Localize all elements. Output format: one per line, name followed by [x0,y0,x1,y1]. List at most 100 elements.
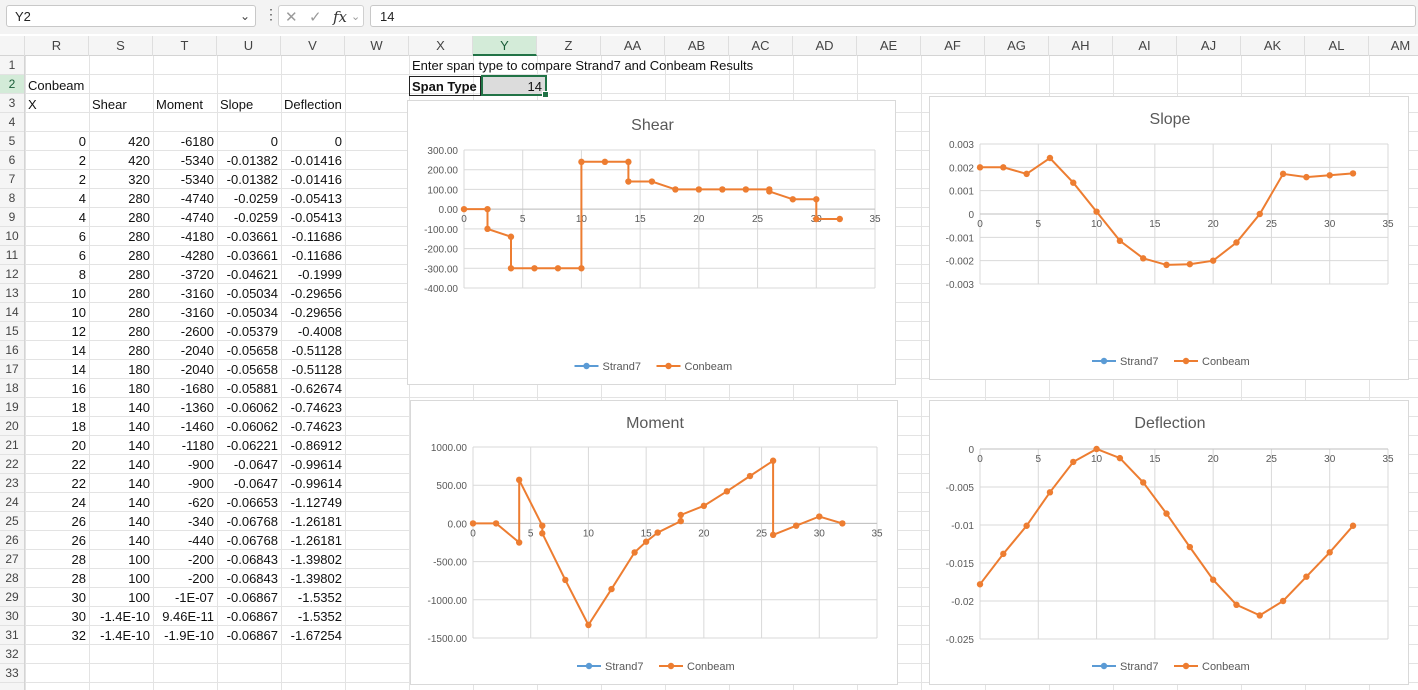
row-header[interactable]: 12 [0,265,24,284]
cell-slope[interactable]: -0.05034 [226,305,278,320]
cell-deflection[interactable]: -0.05413 [290,191,342,206]
cell-deflection[interactable]: -1.39802 [290,571,342,586]
column-header[interactable]: AG [985,36,1049,56]
row-header[interactable]: 17 [0,360,24,379]
cell-slope[interactable]: -0.06867 [226,590,278,605]
cell-shear[interactable]: 420 [128,153,150,168]
cell-deflection[interactable]: -0.4008 [297,324,342,339]
cell-moment[interactable]: -4180 [180,229,214,244]
cell-slope[interactable]: -0.03661 [226,248,278,263]
cell-moment[interactable]: -1E-07 [174,590,214,605]
cell-moment[interactable]: -2040 [180,362,214,377]
cell-slope[interactable]: -0.06843 [226,552,278,567]
cell-x[interactable]: 2 [78,172,86,187]
cell-shear[interactable]: 280 [128,229,150,244]
cell-x[interactable]: 10 [71,286,86,301]
cell-shear[interactable]: 280 [128,343,150,358]
cell-moment[interactable]: -4280 [180,248,214,263]
row-header[interactable]: 22 [0,455,24,474]
cell-slope[interactable]: -0.05379 [226,324,278,339]
row-header[interactable]: 23 [0,474,24,493]
cell-deflection[interactable]: -0.01416 [290,153,342,168]
row-header[interactable]: 25 [0,512,24,531]
cell-moment[interactable]: -1180 [181,438,214,453]
row-header[interactable]: 7 [0,170,24,189]
cell-slope[interactable]: -0.05034 [226,286,278,301]
row-header[interactable]: 29 [0,588,24,607]
cell-x[interactable]: 6 [78,248,86,263]
row-header[interactable]: 15 [0,322,24,341]
column-header[interactable]: S [89,36,153,56]
cell-deflection[interactable]: 0 [334,134,342,149]
row-header[interactable]: 30 [0,607,24,626]
cell-slope[interactable]: -0.01382 [226,172,278,187]
cell-deflection[interactable]: -0.86912 [290,438,342,453]
cell-shear[interactable]: 140 [128,495,150,510]
cell-shear[interactable]: 280 [128,324,150,339]
row-header[interactable]: 32 [0,645,24,664]
cell-x[interactable]: 28 [71,552,86,567]
row-header[interactable]: 11 [0,246,24,265]
row-header[interactable]: 21 [0,436,24,455]
cell-deflection[interactable]: -1.12749 [290,495,342,510]
cell-x[interactable]: 28 [71,571,86,586]
cell-x[interactable]: 12 [71,324,86,339]
moment-chart[interactable]: Moment -1500.00 -1000.00 -500.00 0.00 500.00 1… [410,400,898,685]
cell-moment[interactable]: -4740 [180,210,214,225]
cell-deflection[interactable]: -1.26181 [290,514,342,529]
row-header[interactable]: 33 [0,664,24,683]
row-header[interactable]: 8 [0,189,24,208]
row-header[interactable]: 9 [0,208,24,227]
name-box[interactable]: Y2 ⌄ [6,5,256,27]
header-moment[interactable]: Moment [156,97,203,112]
cell-moment[interactable]: -200 [187,552,214,567]
cell-slope[interactable]: -0.06867 [226,609,278,624]
cell-x[interactable]: 20 [71,438,86,453]
cell-deflection[interactable]: -1.39802 [290,552,342,567]
column-header[interactable]: AL [1305,36,1369,56]
cell-slope[interactable]: -0.06768 [226,514,278,529]
row-header[interactable]: 18 [0,379,24,398]
cell-deflection[interactable]: -0.11686 [291,248,342,263]
cell-x[interactable]: 4 [78,210,86,225]
span-type-label[interactable]: Span Type [409,76,481,96]
cell-x[interactable]: 16 [71,381,86,396]
cell-x[interactable]: 22 [71,476,86,491]
cell-shear[interactable]: 280 [128,286,150,301]
cell-slope[interactable]: -0.06062 [226,419,278,434]
cell-deflection[interactable]: -1.5352 [297,590,342,605]
column-header[interactable]: R [25,36,89,56]
cell-shear[interactable]: 180 [128,381,150,396]
cell-slope[interactable]: -0.06221 [226,438,278,453]
column-header[interactable]: AA [601,36,665,56]
cell-slope[interactable]: -0.06768 [226,533,278,548]
column-header[interactable]: AH [1049,36,1113,56]
cell-slope[interactable]: -0.06653 [226,495,278,510]
cell-moment[interactable]: -1460 [180,419,214,434]
cell-moment[interactable]: -340 [187,514,214,529]
row-header[interactable]: 20 [0,417,24,436]
column-header[interactable]: Y [473,36,537,56]
cell-shear[interactable]: 100 [128,552,150,567]
row-header[interactable]: 19 [0,398,24,417]
more-options-icon[interactable]: ⋮ [264,6,278,22]
row-header[interactable]: 5 [0,132,24,151]
cell-shear[interactable]: 280 [128,210,150,225]
cell-x[interactable]: 2 [78,153,86,168]
slope-chart[interactable]: Slope -0.003 -0.002 -0.001 0 0.001 0.002 0.003 0… [929,96,1409,380]
cell-slope[interactable]: -0.0647 [233,476,278,491]
cell-x[interactable]: 8 [78,267,86,282]
header-x[interactable]: X [28,97,37,112]
cell-deflection[interactable]: -0.29656 [290,305,342,320]
cell-x[interactable]: 6 [78,229,86,244]
section-title[interactable]: Conbeam [28,78,85,93]
cell-moment[interactable]: -200 [187,571,214,586]
header-deflection[interactable]: Deflection [284,97,342,112]
cell-moment[interactable]: -2040 [180,343,214,358]
enter-icon[interactable]: ✓ [309,9,322,26]
cell-slope[interactable]: -0.06843 [226,571,278,586]
cell-moment[interactable]: -5340 [180,153,214,168]
cell-slope[interactable]: -0.05658 [226,362,278,377]
row-header[interactable]: 28 [0,569,24,588]
column-header[interactable]: X [409,36,473,56]
